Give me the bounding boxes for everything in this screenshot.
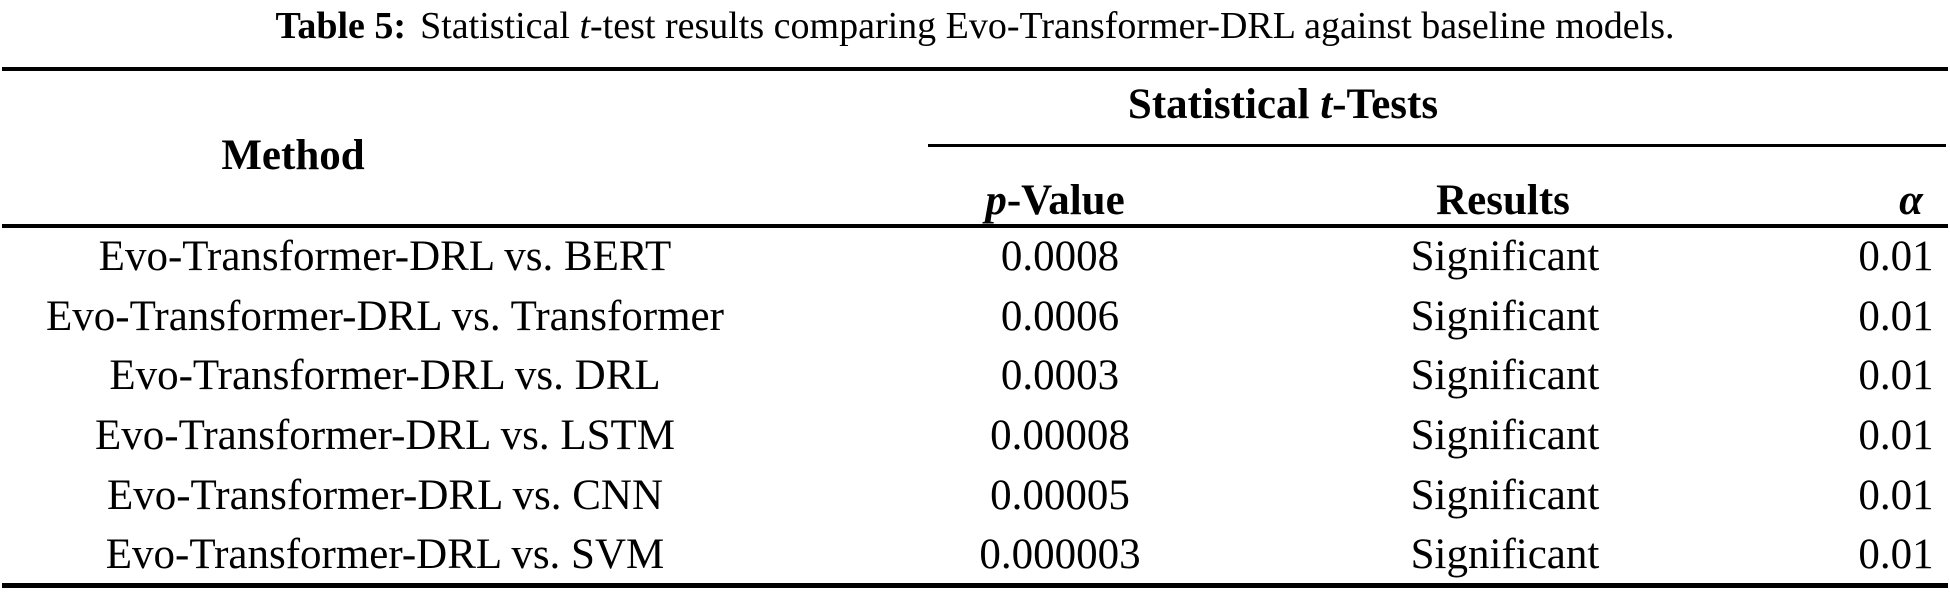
p-value-column-header: p-Value xyxy=(905,175,1205,227)
p-value-cell: 0.00008 xyxy=(990,412,1130,459)
method-cell: Evo-Transformer-DRL vs. DRL xyxy=(109,352,661,399)
table-bottom-rule xyxy=(2,583,1948,588)
table-row: Evo-Transformer-DRL vs. Transformer 0.00… xyxy=(0,287,1950,347)
table-top-rule xyxy=(2,67,1948,71)
result-cell: Significant xyxy=(1410,233,1600,280)
method-cell: Evo-Transformer-DRL vs. Transformer xyxy=(46,293,724,340)
group-header-after: -Tests xyxy=(1332,81,1439,128)
table-row: Evo-Transformer-DRL vs. SVM 0.000003 Sig… xyxy=(0,525,1950,585)
method-cell: Evo-Transformer-DRL vs. CNN xyxy=(106,472,664,519)
group-column-header: Statistical t-Tests xyxy=(983,80,1583,130)
result-cell: Significant xyxy=(1410,531,1600,578)
caption-t-italic: t xyxy=(579,5,591,47)
result-cell: Significant xyxy=(1410,472,1600,519)
group-header-before: Statistical xyxy=(1127,81,1321,128)
p-value-cell: 0.000003 xyxy=(979,531,1141,578)
caption-text-before: Statistical xyxy=(420,5,580,47)
table-row: Evo-Transformer-DRL vs. CNN 0.00005 Sign… xyxy=(0,466,1950,526)
result-cell: Significant xyxy=(1410,352,1600,399)
p-value-cell: 0.0008 xyxy=(1000,233,1120,280)
p-value-header-rest: -Value xyxy=(1006,177,1125,224)
p-value-header-p-italic: p xyxy=(985,177,1007,224)
alpha-cell: 0.01 xyxy=(1858,412,1934,459)
group-header-partial-rule xyxy=(928,144,1946,147)
p-value-cell: 0.00005 xyxy=(990,472,1130,519)
result-cell: Significant xyxy=(1410,293,1600,340)
results-column-header: Results xyxy=(1436,177,1570,224)
alpha-cell: 0.01 xyxy=(1858,472,1934,519)
table-row: Evo-Transformer-DRL vs. DRL 0.0003 Signi… xyxy=(0,346,1950,406)
method-cell: Evo-Transformer-DRL vs. BERT xyxy=(98,233,672,280)
method-column-header: Method xyxy=(221,132,365,179)
alpha-cell: 0.01 xyxy=(1858,352,1934,399)
p-value-cell: 0.0006 xyxy=(1000,293,1120,340)
p-value-cell: 0.0003 xyxy=(1000,352,1120,399)
table-caption: Table 5: Statistical t-test results compa… xyxy=(0,4,1950,48)
alpha-cell: 0.01 xyxy=(1858,233,1934,280)
alpha-cell: 0.01 xyxy=(1858,531,1934,578)
method-cell: Evo-Transformer-DRL vs. LSTM xyxy=(95,412,675,459)
alpha-column-header: α xyxy=(1899,177,1923,224)
table-row: Evo-Transformer-DRL vs. BERT 0.0008 Sign… xyxy=(0,227,1950,287)
caption-label: Table 5: xyxy=(275,5,407,47)
method-cell: Evo-Transformer-DRL vs. SVM xyxy=(105,531,665,578)
table-mid-rule xyxy=(2,224,1948,228)
group-header-t-italic: t xyxy=(1320,81,1333,128)
table-row: Evo-Transformer-DRL vs. LSTM 0.00008 Sig… xyxy=(0,406,1950,466)
alpha-cell: 0.01 xyxy=(1858,293,1934,340)
result-cell: Significant xyxy=(1410,412,1600,459)
caption-text-after: -test results comparing Evo-Transformer-… xyxy=(590,5,1675,47)
